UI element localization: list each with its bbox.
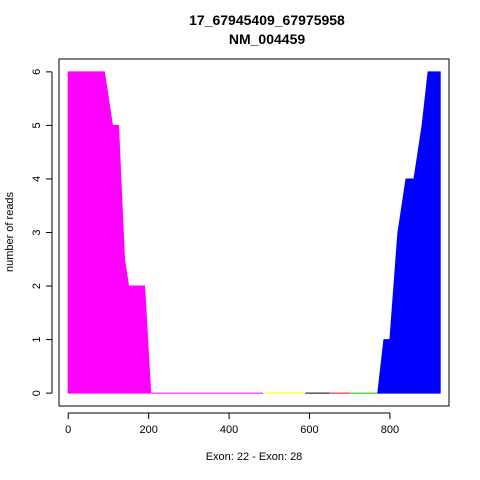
x-axis: 0 200 400 600 800 xyxy=(65,412,399,436)
y-axis-label: number of reads xyxy=(4,191,16,272)
chart-subtitle: NM_004459 xyxy=(229,31,305,47)
y-tick-label: 3 xyxy=(31,229,43,235)
y-tick-label: 2 xyxy=(31,283,43,289)
series-area-exon-22 xyxy=(67,71,264,394)
y-tick-label: 4 xyxy=(31,176,43,182)
x-tick-label: 600 xyxy=(300,424,318,436)
x-tick-label: 800 xyxy=(381,424,399,436)
y-axis: 0 1 2 3 4 5 6 xyxy=(31,69,53,396)
x-tick-label: 400 xyxy=(220,424,238,436)
x-axis-label: Exon: 22 - Exon: 28 xyxy=(206,451,303,463)
y-tick-label: 0 xyxy=(31,390,43,396)
x-tick-label: 0 xyxy=(65,424,71,436)
y-tick-label: 1 xyxy=(31,337,43,343)
plot-frame xyxy=(58,58,450,407)
y-tick-label: 6 xyxy=(31,69,43,75)
x-tick-label: 200 xyxy=(139,424,157,436)
chart-title: 17_67945409_67975958 xyxy=(189,12,345,28)
series-layer xyxy=(67,71,441,394)
y-tick-label: 5 xyxy=(31,122,43,128)
series-area-exon-28 xyxy=(377,71,441,394)
